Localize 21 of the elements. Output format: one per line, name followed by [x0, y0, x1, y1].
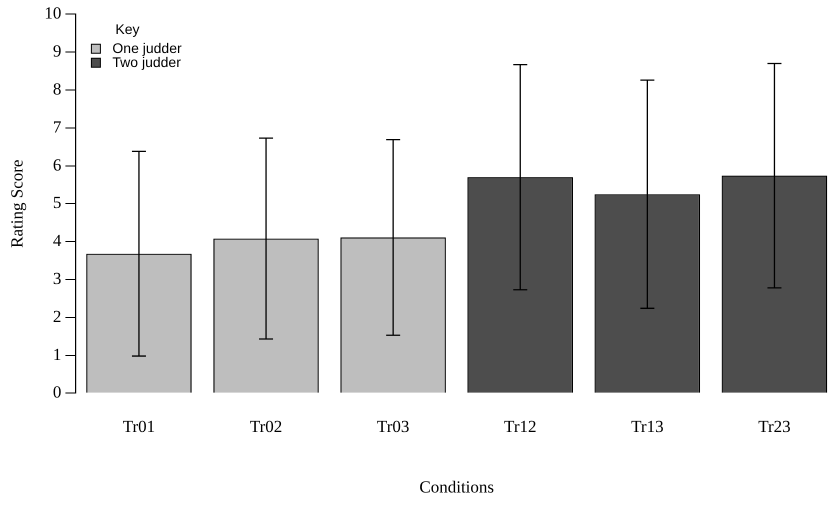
x-axis-title: Conditions — [419, 477, 494, 496]
y-tick-label: 3 — [52, 268, 62, 288]
y-axis-title: Rating Score — [8, 160, 27, 248]
y-tick-label: 2 — [52, 306, 62, 326]
x-tick-label: Tr03 — [376, 416, 410, 436]
legend-title: Key — [115, 21, 140, 38]
y-tick-label: 10 — [44, 4, 62, 23]
y-tick-label: 5 — [52, 193, 62, 212]
y-tick-label: 7 — [52, 117, 62, 136]
x-tick-label: Tr23 — [758, 416, 791, 436]
y-tick-label: 1 — [52, 344, 62, 364]
x-tick-label: Tr01 — [122, 416, 156, 436]
legend-label: One judder — [112, 40, 182, 56]
y-tick-label: 4 — [52, 231, 62, 250]
y-tick-label: 9 — [52, 42, 62, 61]
y-tick-label: 8 — [52, 79, 62, 98]
y-tick-label: 6 — [52, 155, 62, 174]
x-tick-label: Tr12 — [504, 416, 536, 436]
x-tick-label: Tr02 — [250, 416, 282, 436]
y-tick-label: 0 — [52, 382, 62, 402]
x-tick-label: Tr13 — [631, 416, 664, 436]
